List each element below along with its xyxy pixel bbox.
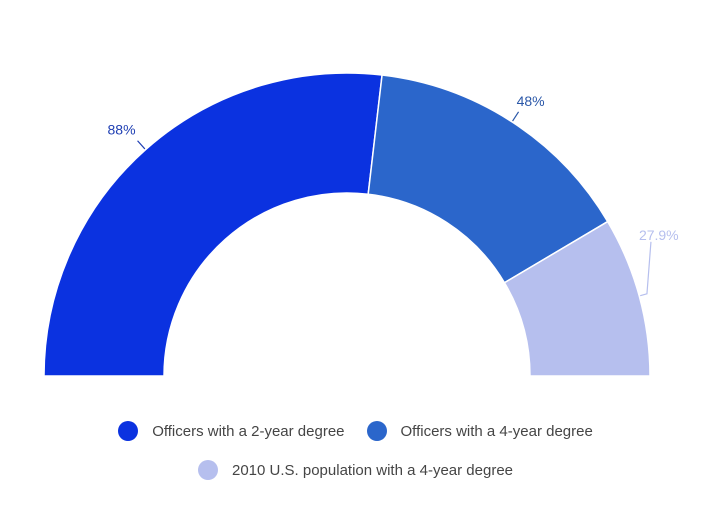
- leader-line-2: [640, 241, 652, 297]
- slice-0[interactable]: [43, 72, 383, 377]
- data-label-2: 27.9%: [639, 227, 679, 243]
- legend-item-4-year-degree[interactable]: Officers with a 4-year degree: [366, 418, 593, 444]
- slice-1[interactable]: [367, 74, 609, 284]
- leader-line-1: [512, 111, 520, 122]
- data-label-0: 88%: [108, 122, 136, 138]
- legend-label-us-population: 2010 U.S. population with a 4-year degre…: [231, 461, 513, 479]
- legend-dot-4-year-degree: [366, 421, 387, 441]
- legend-dot-us-population: [197, 460, 218, 480]
- data-label-1: 48%: [517, 93, 545, 109]
- chart-slices: [43, 72, 651, 377]
- slice-2[interactable]: [503, 220, 651, 377]
- legend-label-2-year-degree: Officers with a 2-year degree: [152, 422, 345, 440]
- chart-leader-lines: [137, 111, 652, 297]
- legend-item-2-year-degree[interactable]: Officers with a 2-year degree: [118, 418, 345, 444]
- chart-legend: Officers with a 2-year degree Officers w…: [0, 418, 711, 483]
- legend-item-us-population[interactable]: 2010 U.S. population with a 4-year degre…: [0, 457, 711, 483]
- legend-label-4-year-degree: Officers with a 4-year degree: [400, 422, 593, 440]
- legend-dot-2-year-degree: [118, 421, 139, 441]
- semi-donut-chart: 88% 48% 27.9%: [43, 72, 679, 377]
- chart-data-labels: 88% 48% 27.9%: [108, 93, 679, 243]
- leader-line-0: [137, 140, 146, 150]
